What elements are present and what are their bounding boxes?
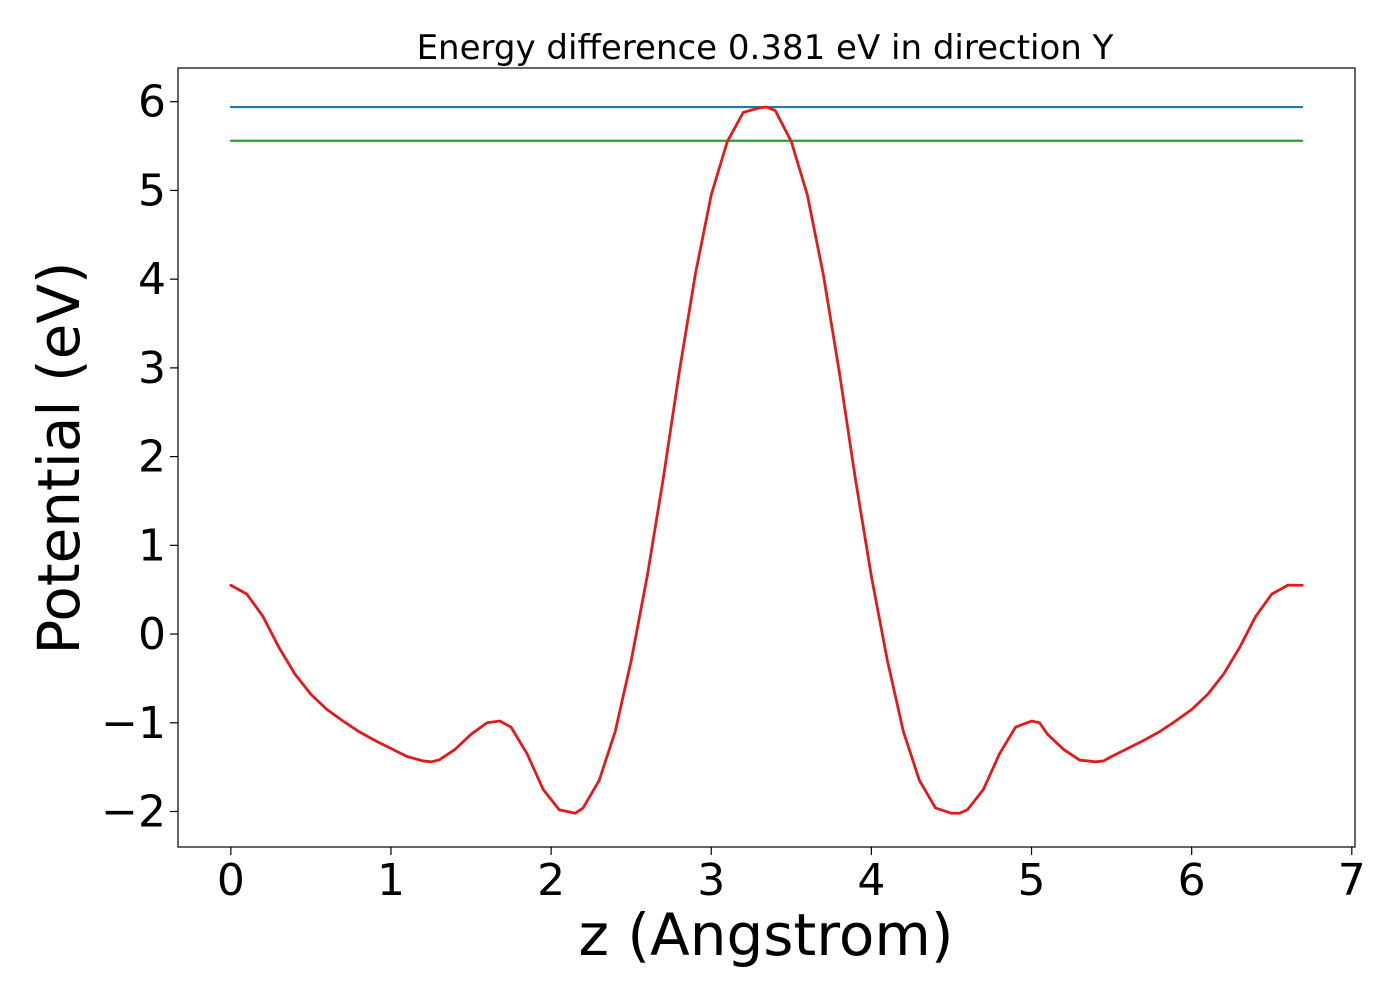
- x-tick-label: 2: [537, 855, 565, 906]
- x-tick-label: 0: [217, 855, 245, 906]
- y-axis: −2 −1 0 1 2 3 4 5 6: [101, 77, 178, 838]
- y-axis-label: Potential (eV): [25, 261, 93, 654]
- x-tick-label: 5: [1018, 855, 1046, 906]
- y-tick-label: 3: [138, 343, 166, 394]
- series-layer: [229, 105, 1304, 815]
- x-tick-label: 7: [1338, 855, 1366, 906]
- x-tick-label: 4: [857, 855, 885, 906]
- plot-frame: [177, 67, 1356, 848]
- x-tick-label: 1: [377, 855, 405, 906]
- y-tick-label: 6: [138, 77, 166, 128]
- y-tick-label: 5: [138, 165, 166, 216]
- y-tick-label: −2: [101, 787, 166, 838]
- y-tick-label: 2: [138, 432, 166, 483]
- x-tick-label: 3: [697, 855, 725, 906]
- x-axis: 0 1 2 3 4 5 6 7: [217, 847, 1366, 906]
- y-tick-label: 1: [138, 520, 166, 571]
- x-tick-label: 6: [1178, 855, 1206, 906]
- x-axis-label: z (Angstrom): [579, 901, 954, 969]
- y-tick-label: 4: [138, 254, 166, 305]
- y-tick-label: −1: [101, 698, 166, 749]
- chart-title: Energy difference 0.381 eV in direction …: [417, 28, 1114, 68]
- y-tick-label: 0: [138, 609, 166, 660]
- potential-curve: [229, 105, 1304, 815]
